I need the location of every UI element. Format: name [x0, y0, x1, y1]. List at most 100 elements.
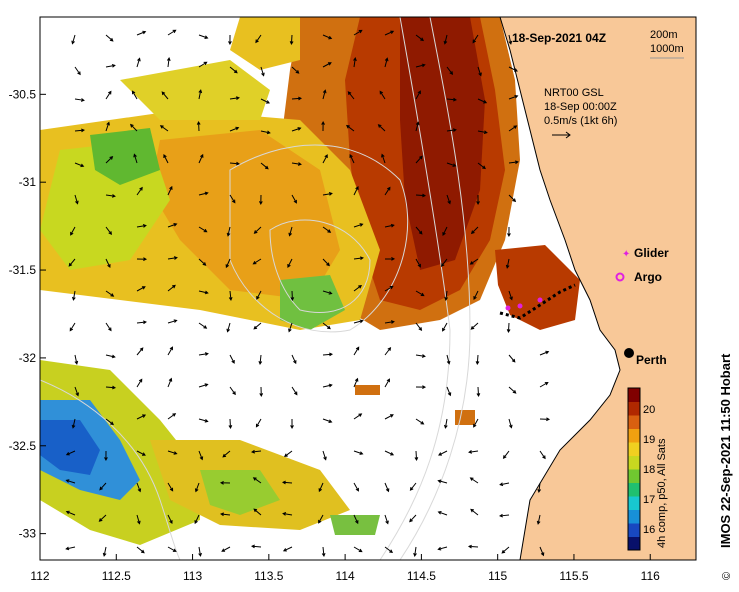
- current-arrow: [167, 450, 178, 455]
- colorbar-tick-label: 19: [643, 434, 655, 446]
- colorbar-tick-label: 20: [643, 404, 655, 416]
- y-tick-label: -33: [19, 527, 37, 541]
- current-arrow: [229, 161, 240, 166]
- current-arrow: [260, 66, 265, 77]
- current-arrow: [72, 290, 76, 301]
- x-tick-label: 114: [336, 569, 355, 583]
- current-arrow: [136, 30, 147, 36]
- current-arrow: [282, 546, 293, 552]
- current-arrow: [322, 383, 333, 388]
- current-arrow: [322, 154, 328, 164]
- current-arrow: [415, 418, 425, 425]
- current-arrow: [384, 514, 389, 525]
- current-arrow: [198, 322, 208, 329]
- current-arrow: [414, 450, 419, 462]
- current-arrow: [167, 413, 177, 420]
- current-arrow: [287, 258, 293, 268]
- current-arrow: [198, 546, 202, 557]
- x-tick-label: 113.5: [254, 569, 283, 583]
- x-axis: 112 112.5 113 113.5 114 114.5 115 115.5 116: [30, 554, 660, 583]
- current-arrow: [74, 194, 79, 205]
- glider-legend-icon: ✦: [622, 249, 630, 260]
- current-arrow: [105, 63, 116, 68]
- current-arrow: [415, 63, 426, 68]
- x-tick-label: 112.5: [102, 569, 131, 583]
- current-arrow: [69, 322, 76, 332]
- current-arrow: [477, 66, 482, 77]
- current-arrow: [198, 89, 203, 100]
- current-arrow: [477, 130, 488, 135]
- current-arrow: [537, 482, 542, 493]
- current-arrow: [228, 418, 233, 430]
- current-arrow: [508, 194, 517, 203]
- current-arrow: [322, 290, 333, 295]
- sst-field: [40, 17, 580, 545]
- current-arrow: [136, 186, 143, 196]
- y-tick-label: -32: [19, 351, 37, 365]
- current-arrow: [163, 154, 169, 164]
- current-arrow: [508, 160, 519, 165]
- current-arrow: [167, 346, 174, 356]
- current-arrow: [252, 477, 262, 484]
- current-arrow: [475, 354, 480, 366]
- current-arrow: [136, 257, 148, 262]
- current-arrow: [74, 66, 81, 76]
- x-tick-label: 116: [641, 569, 660, 583]
- current-arrow: [251, 544, 262, 549]
- current-arrow: [377, 124, 386, 132]
- current-arrow: [68, 258, 76, 267]
- current-arrow: [469, 477, 479, 484]
- current-arrow: [136, 57, 141, 68]
- current-arrow: [251, 449, 262, 454]
- current-arrow: [505, 258, 510, 269]
- current-arrow: [318, 482, 324, 493]
- current-arrow: [539, 350, 550, 356]
- colorbar-band: [628, 428, 640, 443]
- current-arrow: [228, 34, 232, 46]
- depth-legend-1000: 1000m: [650, 43, 684, 55]
- current-arrow: [409, 482, 417, 491]
- current-arrow: [415, 354, 426, 358]
- current-arrow: [105, 194, 116, 198]
- current-arrow: [255, 418, 262, 428]
- current-arrow: [219, 480, 231, 485]
- current-arrow: [136, 347, 144, 356]
- current-arrow: [260, 162, 269, 170]
- current-arrow: [222, 450, 231, 458]
- colorbar-band: [628, 401, 640, 416]
- current-arrow: [437, 479, 448, 484]
- current-arrow: [167, 514, 173, 525]
- current-arrow: [415, 155, 423, 164]
- current-arrow: [198, 383, 209, 388]
- current-arrow: [229, 354, 235, 364]
- current-arrow: [74, 386, 79, 397]
- current-arrow: [136, 450, 146, 456]
- plot-frame: [39, 16, 697, 561]
- colorbar-band: [628, 523, 640, 537]
- colorbar-band: [628, 415, 640, 429]
- current-arrow: [353, 57, 357, 68]
- current-arrow: [353, 186, 359, 196]
- current-arrow: [71, 34, 76, 45]
- current-arrow: [446, 162, 457, 167]
- current-arrow: [198, 34, 209, 39]
- current-arrow: [226, 322, 231, 333]
- current-arrow: [321, 120, 325, 132]
- perth-marker: [624, 348, 634, 358]
- current-arrow: [322, 226, 332, 233]
- current-arrow: [167, 546, 177, 552]
- current-arrow: [167, 29, 177, 36]
- current-arrow: [291, 386, 298, 396]
- current-arrow: [166, 57, 171, 68]
- current-arrow: [468, 450, 479, 454]
- current-arrow: [415, 193, 427, 198]
- colorbar-frame: [627, 387, 641, 551]
- current-arrow: [467, 544, 479, 549]
- current-arrow: [167, 256, 178, 260]
- current-arrow: [322, 62, 332, 68]
- colorbar-band: [628, 482, 640, 497]
- current-arrow: [353, 514, 359, 525]
- current-arrow: [283, 450, 293, 458]
- current-arrow: [252, 258, 262, 265]
